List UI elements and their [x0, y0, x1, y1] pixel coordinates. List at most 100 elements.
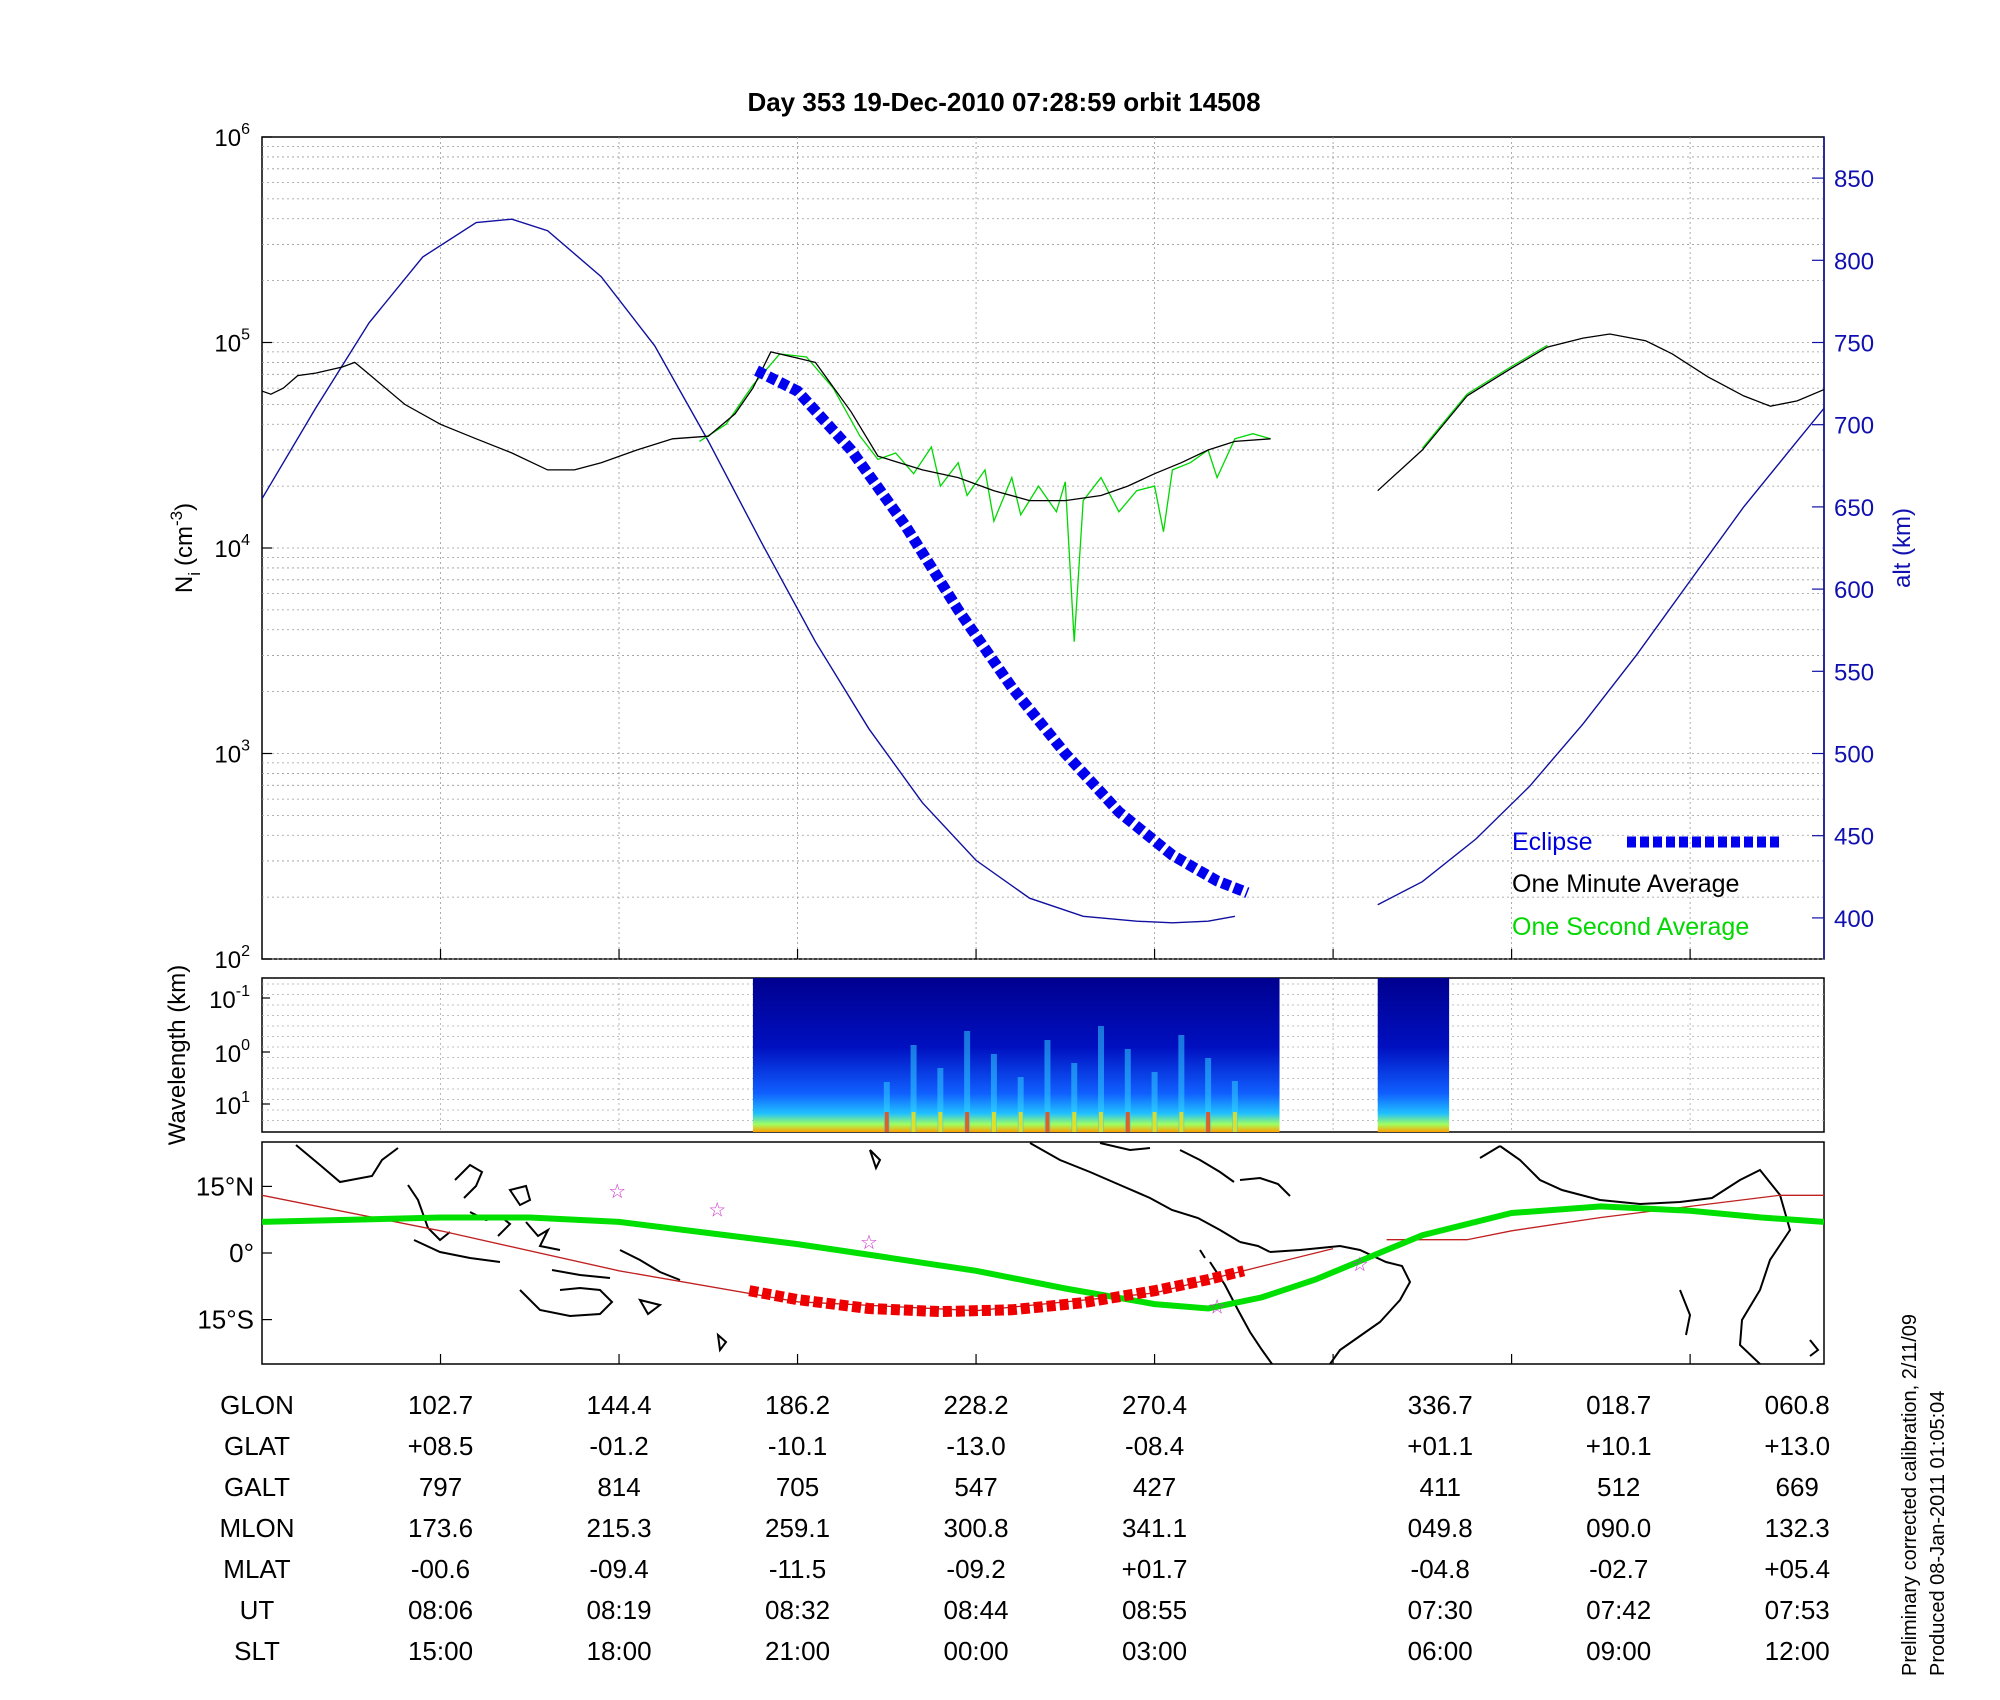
table-cell: -11.5: [769, 1554, 826, 1584]
ground-track-panel: 15°N 0° 15°S ☆ ☆ ☆ ☆ ☆: [196, 1141, 1825, 1365]
map-y-tick-label: 15°S: [197, 1305, 254, 1335]
spectrogram-streak: [883, 1082, 890, 1132]
side-note-calibration: Preliminary corrected calibration, 2/11/…: [1899, 1314, 1921, 1676]
table-cell: -13.0: [946, 1431, 1005, 1461]
spectrogram-axis: 10-1 100 101: [209, 983, 270, 1120]
top-grid: [262, 137, 1824, 960]
spectrogram-block: [752, 978, 1280, 1132]
y-tick-label: 103: [214, 738, 250, 769]
table-cell: 259.1: [765, 1513, 830, 1543]
spectrogram-streak: [1151, 1072, 1158, 1132]
table-cell: 427: [1133, 1472, 1176, 1502]
table-cell: 08:44: [944, 1595, 1009, 1625]
table-cell: 814: [597, 1472, 640, 1502]
spectrogram-data: [752, 978, 1450, 1132]
spectrogram-streak: [964, 1031, 971, 1132]
table-cell: +10.1: [1586, 1431, 1652, 1461]
spectrogram-hot: [1179, 1112, 1184, 1132]
spectrogram-hot: [1072, 1112, 1077, 1132]
y2-tick-label: 450: [1834, 824, 1874, 851]
orbit-line-2: [1386, 1194, 1824, 1241]
y2-tick-label: 750: [1834, 331, 1874, 358]
table-row-label: GALT: [224, 1472, 290, 1502]
left-axis-label: Ni(cm-3): [167, 503, 204, 593]
spec-y-tick-label: 10-1: [209, 983, 250, 1014]
table-cell: 512: [1597, 1472, 1640, 1502]
table-row-label: GLAT: [224, 1431, 290, 1461]
table-cell: 08:19: [586, 1595, 651, 1625]
map-y-tick-label: 0°: [229, 1238, 254, 1268]
y-tick-label: 105: [214, 327, 250, 358]
station-stars: ☆ ☆ ☆ ☆ ☆: [608, 1181, 1369, 1318]
top-right-axis: 400 450 500 550 600 650 700 750 800 850: [1812, 137, 1874, 959]
legend-minute: One Minute Average: [1512, 870, 1739, 898]
table-cell: 669: [1776, 1472, 1819, 1502]
spectrogram-streak: [1044, 1040, 1051, 1132]
table-cell: -01.2: [589, 1431, 648, 1461]
table-cell: +13.0: [1764, 1431, 1830, 1461]
table-cell: -02.7: [1589, 1554, 1648, 1584]
map-axis: 15°N 0° 15°S: [196, 1171, 1691, 1364]
y2-tick-label: 800: [1834, 248, 1874, 275]
table-cell: 08:55: [1122, 1595, 1187, 1625]
spectrogram-hot: [965, 1112, 970, 1132]
spectrogram-hot: [1099, 1112, 1104, 1132]
spectrogram-hot: [911, 1112, 916, 1132]
table-cell: 228.2: [944, 1390, 1009, 1420]
table-cell: -10.1: [768, 1431, 827, 1461]
density-altitude-panel: 102 103 104 105 106 400 450 500 550 600 650 700 750…: [167, 121, 1916, 974]
table-cell: 215.3: [586, 1513, 651, 1543]
station-star: ☆: [1351, 1254, 1369, 1276]
spectrogram-streak: [1231, 1081, 1238, 1132]
y2-tick-label: 550: [1834, 659, 1874, 686]
table-cell: 08:32: [765, 1595, 830, 1625]
top-left-axis: 102 103 104 105 106: [214, 121, 272, 974]
one-second-average-line: [699, 353, 1271, 642]
altitude-line: [262, 218, 1236, 924]
table-cell: 173.6: [408, 1513, 473, 1543]
y2-tick-label: 500: [1834, 742, 1874, 769]
ground-track-line: [262, 1203, 1824, 1312]
table-cell: 411: [1419, 1472, 1460, 1502]
table-cell: -00.6: [411, 1554, 470, 1584]
table-cell: 07:53: [1765, 1595, 1830, 1625]
spectrogram-hot: [1018, 1112, 1023, 1132]
spec-y-tick-label: 100: [214, 1037, 250, 1068]
table-cell: 705: [776, 1472, 819, 1502]
map-frame: [261, 1141, 1825, 1365]
table-cell: 018.7: [1586, 1390, 1651, 1420]
y-tick-label: 106: [214, 121, 250, 152]
table-cell: -09.4: [589, 1554, 648, 1584]
table-cell: 15:00: [408, 1636, 473, 1666]
table-cell: 547: [954, 1472, 997, 1502]
station-star: ☆: [1208, 1296, 1226, 1318]
y2-tick-label: 650: [1834, 495, 1874, 522]
y2-tick-label: 850: [1834, 166, 1874, 193]
table-row-label: GLON: [220, 1390, 294, 1420]
y2-tick-label: 700: [1834, 413, 1874, 440]
legend-second: One Second Average: [1512, 913, 1749, 941]
one-minute-average-line: [262, 351, 1271, 502]
spectrogram-block: [1377, 978, 1450, 1132]
spec-y-tick-label: 101: [214, 1089, 250, 1120]
y2-tick-label: 400: [1834, 906, 1874, 933]
spectrogram-hot: [938, 1112, 943, 1132]
spectrogram-streak: [1017, 1077, 1024, 1132]
y-tick-label: 102: [214, 943, 250, 974]
station-star: ☆: [708, 1199, 726, 1221]
legend-eclipse: Eclipse: [1512, 828, 1593, 856]
table-cell: 18:00: [586, 1636, 651, 1666]
table-cell: 21:00: [765, 1636, 830, 1666]
map-y-tick-label: 15°N: [196, 1171, 254, 1201]
table-cell: 00:00: [944, 1636, 1009, 1666]
table-cell: 08:06: [408, 1595, 473, 1625]
table-cell: +01.1: [1407, 1431, 1473, 1461]
spectrogram-streak: [1098, 1026, 1105, 1132]
spectrogram-hot: [1045, 1112, 1050, 1132]
eclipse-track-line: [748, 1265, 1246, 1318]
table-cell: 07:42: [1586, 1595, 1651, 1625]
one-minute-average-line-2: [1377, 333, 1824, 492]
table-cell: 186.2: [765, 1390, 830, 1420]
one-second-average-line-2: [1421, 344, 1548, 449]
